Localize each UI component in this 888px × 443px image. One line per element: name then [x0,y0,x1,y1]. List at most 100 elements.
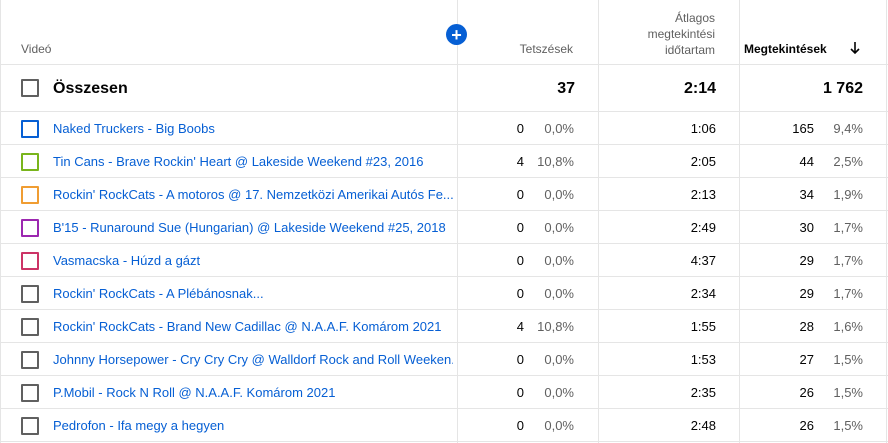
row-checkbox[interactable] [21,384,39,402]
row-divider [0,408,888,409]
plus-icon: + [451,24,462,45]
video-title-link[interactable]: Tin Cans - Brave Rockin' Heart @ Lakesid… [53,154,424,169]
row-checkbox[interactable] [21,351,39,369]
row-checkbox[interactable] [21,252,39,270]
row-divider [0,243,888,244]
header-line: időtartam [664,43,715,57]
row-divider [0,309,888,310]
avg-view-duration: 2:48 [690,418,716,433]
row-checkbox[interactable] [21,120,39,138]
video-title-link[interactable]: Rockin' RockCats - A motoros @ 17. Nemze… [53,187,453,202]
avg-view-duration: 2:35 [690,385,716,400]
views-percent: 9,4% [833,121,863,136]
avg-view-duration: 2:05 [690,154,716,169]
table-row: Pedrofon - Ifa megy a hegyen 0 0,0% 2:48 26 1… [0,409,888,442]
likes-count: 0 [516,253,524,268]
views-count: 34 [799,187,814,202]
column-divider [739,0,740,443]
likes-percent: 0,0% [544,418,574,433]
column-divider [598,0,599,443]
table-row: Naked Truckers - Big Boobs 0 0,0% 1:06 165 9,… [0,112,888,145]
likes-count: 4 [516,319,524,334]
table-row: Rockin' RockCats - Brand New Cadillac @ … [0,310,888,343]
views-count: 27 [799,352,814,367]
avg-view-duration: 1:06 [690,121,716,136]
row-checkbox[interactable] [21,318,39,336]
row-checkbox[interactable] [21,285,39,303]
column-header-views[interactable]: Megtekintések [744,42,827,56]
row-checkbox[interactable] [21,417,39,435]
likes-count: 4 [516,154,524,169]
row-divider [0,375,888,376]
likes-percent: 0,0% [544,253,574,268]
table-row: P.Mobil - Rock N Roll @ N.A.A.F. Komárom… [0,376,888,409]
video-title-link[interactable]: Vasmacska - Húzd a gázt [53,253,201,268]
views-count: 44 [799,154,814,169]
table-row: Rockin' RockCats - A motoros @ 17. Nemze… [0,178,888,211]
video-title-link[interactable]: Johnny Horsepower - Cry Cry Cry @ Walldo… [53,352,453,367]
header-line: megtekintési [647,27,715,41]
likes-percent: 10,8% [537,319,574,334]
likes-percent: 0,0% [544,385,574,400]
avg-view-duration: 1:53 [690,352,716,367]
likes-count: 0 [516,121,524,136]
table-row: Tin Cans - Brave Rockin' Heart @ Lakesid… [0,145,888,178]
video-title-link[interactable]: P.Mobil - Rock N Roll @ N.A.A.F. Komárom… [53,385,336,400]
total-label: Összesen [53,80,128,97]
total-checkbox[interactable] [21,79,39,97]
total-avg-duration: 2:14 [683,80,716,97]
video-title-link[interactable]: Pedrofon - Ifa megy a hegyen [53,418,225,433]
row-checkbox[interactable] [21,186,39,204]
header-divider [0,64,888,65]
total-likes: 37 [557,80,575,97]
row-checkbox[interactable] [21,153,39,171]
arrow-down-icon[interactable] [849,40,861,56]
row-divider [0,177,888,178]
total-views: 1 762 [822,80,863,97]
row-divider [0,441,888,442]
views-percent: 1,6% [833,319,863,334]
table-left-border [0,0,1,443]
likes-count: 0 [516,220,524,235]
table-row: Vasmacska - Húzd a gázt 0 0,0% 4:37 29 1,7% [0,244,888,277]
views-percent: 1,7% [833,286,863,301]
views-percent: 1,5% [833,385,863,400]
table-row: Johnny Horsepower - Cry Cry Cry @ Walldo… [0,343,888,376]
likes-percent: 0,0% [544,187,574,202]
row-divider [0,210,888,211]
row-checkbox[interactable] [21,219,39,237]
views-percent: 1,5% [833,418,863,433]
likes-percent: 0,0% [544,286,574,301]
video-title-link[interactable]: Rockin' RockCats - A Plébánosnak... [53,286,264,301]
likes-count: 0 [516,385,524,400]
add-column-button[interactable]: + [446,24,467,45]
column-header-avg-view-duration[interactable]: Átlagos megtekintési időtartam [598,10,715,58]
views-count: 26 [799,385,814,400]
views-percent: 1,7% [833,253,863,268]
views-count: 28 [799,319,814,334]
likes-count: 0 [516,352,524,367]
views-count: 29 [799,286,814,301]
likes-percent: 0,0% [544,121,574,136]
likes-count: 0 [516,418,524,433]
column-header-likes[interactable]: Tetszések [519,42,573,56]
likes-count: 0 [516,286,524,301]
views-count: 165 [792,121,814,136]
column-header-video[interactable]: Videó [21,42,52,56]
row-divider [0,342,888,343]
likes-percent: 0,0% [544,352,574,367]
column-divider [457,0,458,443]
views-count: 29 [799,253,814,268]
video-title-link[interactable]: Naked Truckers - Big Boobs [53,121,215,136]
video-title-link[interactable]: B'15 - Runaround Sue (Hungarian) @ Lakes… [53,220,446,235]
views-percent: 1,7% [833,220,863,235]
video-title-link[interactable]: Rockin' RockCats - Brand New Cadillac @ … [53,319,442,334]
avg-view-duration: 4:37 [690,253,716,268]
likes-percent: 0,0% [544,220,574,235]
table-row: B'15 - Runaround Sue (Hungarian) @ Lakes… [0,211,888,244]
likes-count: 0 [516,187,524,202]
views-count: 26 [799,418,814,433]
header-line: Átlagos [674,11,715,25]
total-row: Összesen 37 2:14 1 762 [0,65,888,111]
